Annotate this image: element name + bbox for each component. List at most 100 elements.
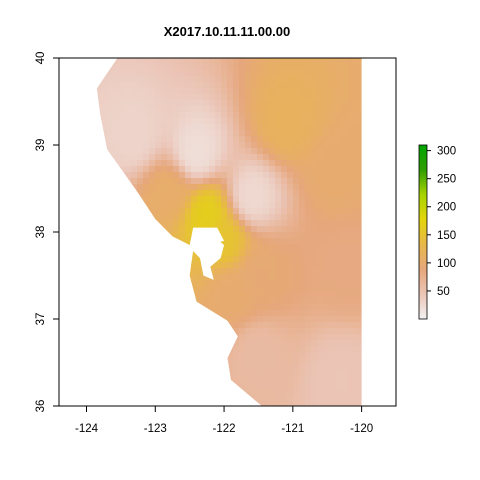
raster-cell [311, 238, 318, 245]
raster-cell [347, 244, 354, 251]
raster-cell [317, 346, 324, 353]
raster-cell [227, 346, 234, 353]
raster-cell [317, 400, 324, 406]
raster-cell [269, 88, 276, 95]
raster-cell [89, 166, 96, 173]
raster-cell [359, 88, 362, 95]
raster-cell [293, 94, 300, 101]
raster-cell [96, 88, 102, 95]
raster-cell [96, 154, 102, 161]
raster-cell [155, 352, 162, 359]
raster-cell [311, 328, 318, 335]
raster-cell [323, 82, 330, 89]
raster-cell [107, 382, 114, 389]
raster-cell [179, 112, 186, 119]
raster-cell [113, 328, 120, 335]
raster-cell [77, 190, 84, 197]
raster-cell [377, 208, 384, 215]
raster-cell [359, 340, 362, 347]
raster-cell [341, 190, 348, 197]
raster-cell [167, 352, 174, 359]
raster-cell [341, 262, 348, 269]
raster-cell [59, 382, 66, 389]
raster-cell [179, 274, 186, 281]
raster-cell [185, 178, 192, 185]
raster-cell [131, 94, 138, 101]
raster-cell [77, 304, 84, 311]
raster-cell [299, 172, 306, 179]
raster-cell [89, 370, 96, 377]
raster-cell [233, 70, 240, 77]
raster-cell [131, 280, 138, 287]
raster-cell [131, 364, 138, 371]
raster-cell [149, 388, 156, 395]
raster-cell [287, 316, 294, 323]
raster-cell [65, 208, 72, 215]
raster-cell [359, 388, 362, 395]
raster-cell [71, 286, 78, 293]
raster-cell [209, 304, 216, 311]
raster-cell [209, 340, 216, 347]
raster-cell [299, 106, 306, 113]
raster-cell [185, 292, 192, 299]
raster-cell [191, 58, 198, 65]
raster-cell [71, 382, 78, 389]
raster-cell [179, 298, 186, 305]
raster-cell [221, 364, 228, 371]
raster-cell [113, 310, 120, 317]
raster-cell [293, 214, 300, 221]
raster-cell [269, 322, 276, 329]
raster-cell [113, 136, 120, 143]
raster-cell [365, 196, 372, 203]
raster-cell [215, 82, 222, 89]
raster-cell [197, 106, 204, 113]
raster-cell [143, 340, 150, 347]
raster-cell [119, 316, 126, 323]
raster-cell [251, 214, 258, 221]
raster-cell [101, 214, 108, 221]
raster-cell [311, 376, 318, 383]
raster-cell [125, 154, 132, 161]
raster-cell [257, 394, 264, 401]
raster-cell [263, 220, 270, 227]
raster-cell [317, 136, 324, 143]
raster-cell [329, 364, 336, 371]
value-raster [59, 58, 396, 406]
raster-cell [251, 340, 258, 347]
raster-cell [365, 172, 372, 179]
raster-cell [359, 238, 362, 245]
raster-cell [96, 328, 102, 335]
raster-cell [353, 208, 360, 215]
raster-cell [293, 100, 300, 107]
raster-cell [71, 262, 78, 269]
raster-cell [155, 238, 162, 245]
raster-cell [71, 394, 78, 401]
raster-cell [377, 124, 384, 131]
raster-cell [191, 70, 198, 77]
raster-cell [269, 226, 276, 233]
raster-cell [89, 328, 96, 335]
raster-cell [389, 232, 396, 239]
raster-cell [323, 238, 330, 245]
raster-cell [371, 202, 378, 209]
raster-cell [377, 322, 384, 329]
raster-cell [299, 250, 306, 257]
raster-cell [185, 268, 192, 275]
raster-cell [347, 280, 354, 287]
raster-cell [59, 292, 66, 299]
y-tick-label: 37 [35, 313, 47, 326]
raster-cell [257, 322, 264, 329]
raster-cell [275, 196, 282, 203]
raster-cell [173, 250, 180, 257]
raster-cell [149, 232, 156, 239]
raster-cell [365, 232, 372, 239]
raster-cell [71, 220, 78, 227]
raster-cell [107, 328, 114, 335]
raster-cell [287, 190, 294, 197]
raster-cell [113, 382, 120, 389]
raster-cell [83, 178, 90, 185]
raster-cell [371, 262, 378, 269]
raster-cell [359, 292, 362, 299]
raster-cell [203, 280, 210, 287]
raster-cell [311, 118, 318, 125]
